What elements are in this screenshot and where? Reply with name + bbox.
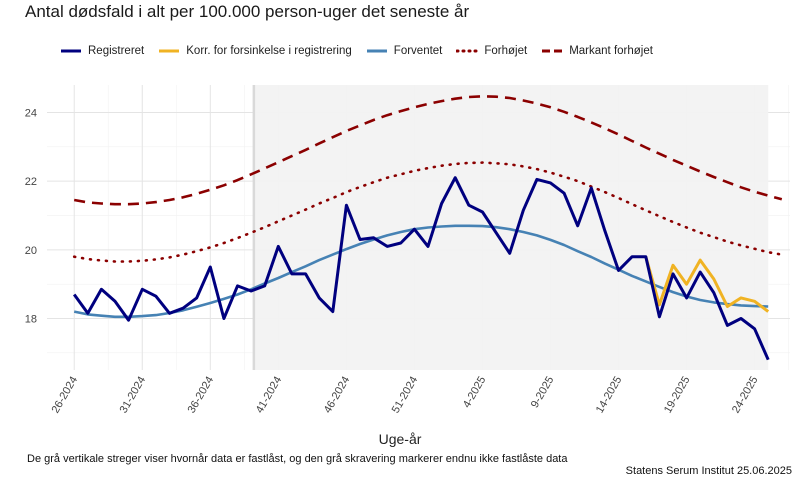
legend-item-registreret: Registreret	[60, 45, 144, 57]
legend-label: Forhøjet	[484, 45, 528, 57]
x-tick-label: 36-2024	[186, 374, 217, 415]
legend-swatch-dotted-icon	[456, 49, 479, 53]
legend-label: Korr. for forsinkelse i registrering	[186, 45, 352, 57]
series-line-markant	[73, 95, 783, 206]
series-line-registreret	[72, 176, 770, 361]
legend-label: Markant forhøjet	[569, 45, 653, 57]
x-tick-label: 46-2024	[322, 374, 353, 415]
legend-item-forhojet: Forhøjet	[456, 45, 527, 57]
series-line-forhojet	[72, 161, 784, 263]
legend-swatch-dashed-icon	[542, 49, 563, 53]
footnote: De grå vertikale streger viser hvornår d…	[27, 453, 568, 465]
unlocked-data-shading	[253, 85, 769, 370]
legend: Registreret Korr. for forsinkelse i regi…	[60, 42, 667, 60]
x-tick-label: 26-2024	[50, 374, 81, 415]
legend-item-korr: Korr. for forsinkelse i registrering	[158, 45, 352, 57]
x-tick-label: 31-2024	[118, 374, 149, 415]
legend-swatch-solid-icon	[61, 49, 81, 53]
y-tick-label: 18	[25, 313, 37, 325]
legend-label: Forventet	[393, 45, 443, 57]
x-tick-label: 51-2024	[390, 374, 421, 415]
legend-label: Registreret	[88, 45, 145, 57]
legend-swatch-solid-icon	[366, 49, 387, 53]
series-line-korr	[644, 256, 770, 313]
chart-title: Antal dødsfald i alt per 100.000 person-…	[25, 2, 470, 21]
legend-item-forventet: Forventet	[366, 45, 443, 57]
y-tick-label: 20	[25, 245, 37, 257]
y-tick-label: 24	[25, 107, 37, 119]
x-tick-label: 19-2025	[662, 374, 693, 415]
x-tick-label: 14-2025	[594, 374, 625, 415]
x-tick-label: 4-2025	[461, 374, 489, 410]
y-tick-label: 22	[25, 176, 37, 188]
x-tick-label: 9-2025	[529, 374, 557, 410]
credit: Statens Serum Institut 25.06.2025	[625, 465, 792, 477]
x-tick-label: 41-2024	[254, 374, 285, 415]
x-tick-label: 24-2025	[730, 374, 761, 415]
legend-swatch-solid-icon	[159, 49, 180, 53]
legend-item-markant: Markant forhøjet	[541, 45, 653, 57]
x-axis-label: Uge-år	[378, 431, 422, 447]
